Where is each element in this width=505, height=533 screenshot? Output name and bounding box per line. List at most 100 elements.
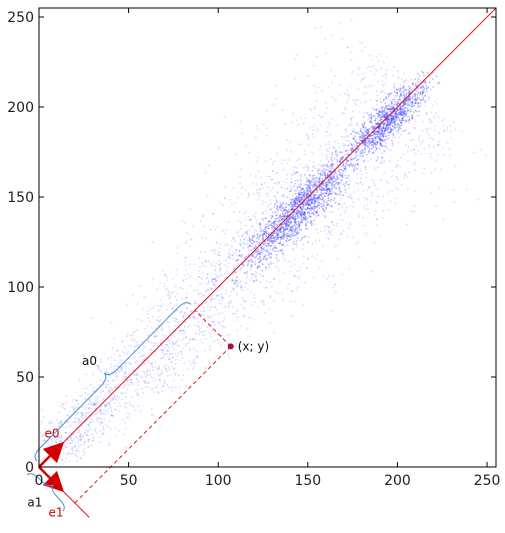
data-point <box>232 279 235 282</box>
data-point <box>277 236 279 239</box>
data-point <box>157 391 160 394</box>
data-point <box>70 453 73 456</box>
data-point <box>265 235 268 238</box>
data-point <box>403 112 406 115</box>
data-point <box>312 242 314 245</box>
data-point <box>267 238 269 241</box>
data-point <box>306 186 308 189</box>
data-point <box>201 215 204 218</box>
data-point <box>364 101 366 104</box>
data-point <box>291 207 294 210</box>
data-point <box>363 197 366 199</box>
data-point <box>230 300 233 302</box>
data-point <box>290 233 292 236</box>
data-point <box>153 336 156 338</box>
data-point <box>215 276 218 279</box>
data-point <box>187 272 189 275</box>
data-point <box>305 187 308 190</box>
data-point <box>354 163 357 166</box>
data-point <box>354 136 357 138</box>
data-point <box>80 419 83 422</box>
data-point <box>166 287 169 290</box>
data-point <box>253 296 256 299</box>
data-point <box>137 393 140 396</box>
data-point <box>318 239 321 242</box>
data-point <box>81 415 83 418</box>
data-point <box>308 179 310 182</box>
data-point <box>292 227 294 230</box>
data-point <box>373 115 376 118</box>
data-point <box>264 160 267 163</box>
data-point <box>97 365 100 368</box>
data-point <box>124 362 127 364</box>
data-point <box>276 152 279 155</box>
data-point <box>302 166 304 169</box>
data-point <box>260 259 263 262</box>
data-point <box>317 231 319 234</box>
data-point <box>391 124 394 127</box>
data-point <box>178 386 181 389</box>
data-point <box>369 142 372 145</box>
data-point <box>239 228 242 230</box>
data-point <box>174 352 177 355</box>
data-point <box>66 414 69 416</box>
data-point <box>285 223 288 225</box>
data-point <box>349 85 352 88</box>
data-point <box>386 127 389 130</box>
data-point <box>320 164 323 167</box>
data-point <box>327 237 329 240</box>
data-point <box>404 88 407 90</box>
data-point <box>127 361 130 364</box>
data-point <box>268 308 271 311</box>
data-point <box>237 220 240 222</box>
data-point <box>371 137 374 140</box>
data-point <box>370 116 373 119</box>
data-point <box>362 136 365 139</box>
data-point <box>61 439 63 442</box>
data-point <box>401 118 404 120</box>
data-point <box>309 221 312 224</box>
data-point <box>300 175 302 178</box>
data-point <box>315 212 318 214</box>
data-point <box>370 144 372 147</box>
data-point <box>167 357 170 360</box>
data-point <box>279 215 282 218</box>
data-point <box>390 130 393 133</box>
data-point <box>376 90 378 93</box>
data-point <box>268 204 271 206</box>
data-point <box>330 156 333 159</box>
data-point <box>329 190 332 193</box>
data-point <box>299 193 302 196</box>
data-point <box>271 247 273 250</box>
data-point <box>399 113 402 115</box>
data-point <box>372 152 374 154</box>
data-point <box>435 159 437 162</box>
data-point <box>110 413 112 416</box>
data-point <box>363 135 366 138</box>
data-point <box>209 287 212 289</box>
data-point <box>214 272 217 275</box>
data-point <box>85 373 88 376</box>
data-point <box>308 187 311 189</box>
data-point <box>151 408 153 410</box>
data-point <box>207 289 210 292</box>
data-point <box>412 83 414 86</box>
data-point <box>277 223 280 226</box>
data-point <box>412 138 415 141</box>
data-point <box>151 387 154 390</box>
data-point <box>77 450 80 453</box>
data-point <box>193 263 196 266</box>
data-point <box>396 108 398 110</box>
data-point <box>363 121 366 124</box>
data-point <box>181 356 184 359</box>
data-point <box>282 234 285 237</box>
data-point <box>396 126 398 128</box>
data-point <box>161 349 164 352</box>
data-point <box>379 125 382 128</box>
data-point <box>341 38 344 40</box>
data-point <box>59 452 61 455</box>
data-point <box>293 220 296 223</box>
data-point <box>303 196 306 198</box>
data-point <box>211 280 214 283</box>
data-point <box>104 394 106 397</box>
